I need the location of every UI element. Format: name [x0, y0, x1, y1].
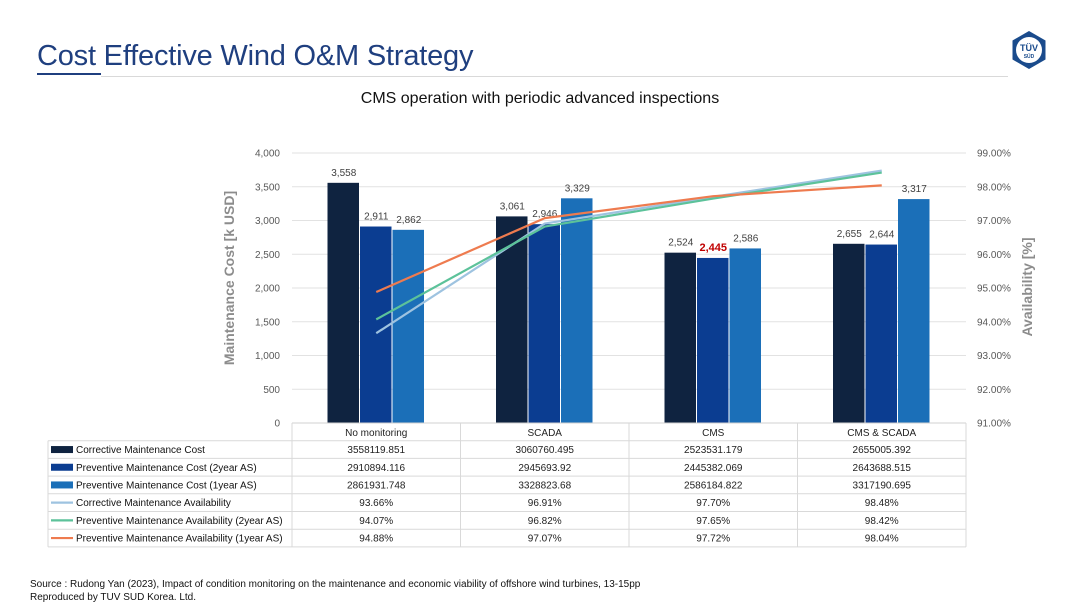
y-tick-label: 1,000	[255, 351, 280, 362]
chart-title: CMS operation with periodic advanced ins…	[360, 90, 720, 107]
legend-label: Corrective Maintenance Cost	[76, 445, 205, 456]
bar-data-label: 3,061	[500, 201, 525, 212]
logo-text-top: TÜV	[1020, 43, 1038, 53]
table-cell: 2910894.116	[347, 463, 405, 474]
availability-line	[375, 184, 882, 294]
table-cell: 2445382.069	[684, 463, 743, 474]
table-cell: 3317190.695	[853, 480, 912, 491]
source-note: Source : Rudong Yan (2023), Impact of co…	[30, 578, 640, 604]
x-category-label: No monitoring	[345, 428, 407, 439]
bar	[392, 229, 424, 423]
table-cell: 97.70%	[696, 498, 730, 509]
table-cell: 2523531.179	[684, 445, 743, 456]
y2-tick-label: 97.00%	[977, 216, 1011, 227]
y-tick-label: 4,000	[255, 149, 280, 160]
bar	[528, 224, 560, 423]
table-cell: 94.07%	[359, 516, 393, 527]
source-line: Source : Rudong Yan (2023), Impact of co…	[30, 579, 641, 590]
bar	[664, 252, 696, 423]
bar-data-label: 3,317	[902, 184, 927, 195]
bar-data-label: 2,586	[733, 233, 758, 244]
title-divider	[101, 76, 1008, 77]
bar	[327, 182, 359, 423]
logo-text-bottom: SÜD	[1024, 53, 1035, 60]
bar	[561, 198, 593, 423]
table-cell: 98.42%	[865, 516, 899, 527]
availability-line	[375, 169, 882, 335]
table-cell: 3558119.851	[347, 445, 405, 456]
bar-data-label: 2,445	[699, 242, 727, 254]
bar	[833, 243, 865, 423]
bar	[729, 248, 761, 423]
y-tick-label: 3,000	[255, 216, 280, 227]
y2-tick-label: 98.00%	[977, 182, 1011, 193]
y-tick-label: 2,500	[255, 250, 280, 261]
bar	[496, 216, 528, 423]
table-cell: 96.91%	[528, 498, 562, 509]
y2-tick-label: 95.00%	[977, 284, 1011, 295]
legend-label: Preventive Maintenance Availability (1ye…	[76, 534, 283, 545]
table-cell: 98.04%	[865, 534, 899, 545]
table-cell: 3060760.495	[516, 445, 575, 456]
x-category-label: CMS	[702, 428, 725, 439]
y-tick-label: 2,000	[255, 284, 280, 295]
tuv-sud-logo: TÜV SÜD	[1012, 31, 1046, 69]
y-tick-label: 500	[263, 385, 280, 396]
page-title: Cost Effective Wind O&M Strategy	[37, 40, 474, 72]
y-tick-label: 0	[274, 419, 280, 430]
y2-tick-label: 92.00%	[977, 385, 1011, 396]
bar-data-label: 2,644	[869, 230, 894, 241]
table-cell: 97.07%	[528, 534, 562, 545]
y2-tick-label: 99.00%	[977, 149, 1011, 160]
bar-data-label: 3,329	[565, 183, 590, 194]
y-tick-label: 3,500	[255, 182, 280, 193]
legend-label: Preventive Maintenance Cost (2year AS)	[76, 463, 257, 474]
availability-line	[375, 171, 882, 321]
table-cell: 96.82%	[528, 516, 562, 527]
combo-chart: 0 500 1,000 1,500 2,000 2,500 3,000 3,500 4,000 9…	[47, 149, 1035, 548]
reproduced-line: Reproduced by TUV SUD Korea. Ltd.	[30, 592, 197, 603]
y-axis-title: Maintenance Cost [k USD]	[221, 191, 237, 365]
table-cell: 98.48%	[865, 498, 899, 509]
table-cell: 2643688.515	[853, 463, 912, 474]
table-cell: 3328823.68	[518, 480, 571, 491]
bar-data-label: 2,911	[364, 212, 389, 223]
bar-data-label: 2,862	[396, 215, 421, 226]
y2-tick-label: 96.00%	[977, 250, 1011, 261]
bar	[697, 257, 729, 423]
legend-swatch-bar	[51, 446, 73, 454]
table-cell: 94.88%	[359, 534, 393, 545]
y2-tick-label: 93.00%	[977, 351, 1011, 362]
y2-axis-title: Availability [%]	[1019, 237, 1035, 336]
bar-data-label: 3,558	[331, 168, 356, 179]
x-category-label: SCADA	[528, 428, 563, 439]
x-category-label: CMS & SCADA	[847, 428, 916, 439]
table-cell: 2945693.92	[518, 463, 571, 474]
legend-label: Preventive Maintenance Cost (1year AS)	[76, 480, 257, 491]
bar	[360, 226, 392, 423]
table-cell: 2655005.392	[853, 445, 912, 456]
y-tick-label: 1,500	[255, 317, 280, 328]
legend-swatch-bar	[51, 463, 73, 471]
table-cell: 97.65%	[696, 516, 730, 527]
y2-tick-label: 91.00%	[977, 419, 1011, 430]
table-cell: 97.72%	[696, 534, 730, 545]
table-cell: 2861931.748	[347, 480, 406, 491]
bar-data-label: 2,655	[837, 229, 862, 240]
bar	[865, 244, 897, 423]
bar-data-label: 2,524	[668, 238, 693, 249]
y2-tick-label: 94.00%	[977, 317, 1011, 328]
title-underline	[37, 73, 101, 75]
table-cell: 2586184.822	[684, 480, 743, 491]
table-cell: 93.66%	[359, 498, 393, 509]
legend-label: Preventive Maintenance Availability (2ye…	[76, 516, 283, 527]
legend-label: Corrective Maintenance Availability	[76, 498, 231, 509]
legend-swatch-bar	[51, 481, 73, 489]
bar	[898, 199, 930, 423]
bar-data-label: 2,946	[532, 209, 557, 220]
